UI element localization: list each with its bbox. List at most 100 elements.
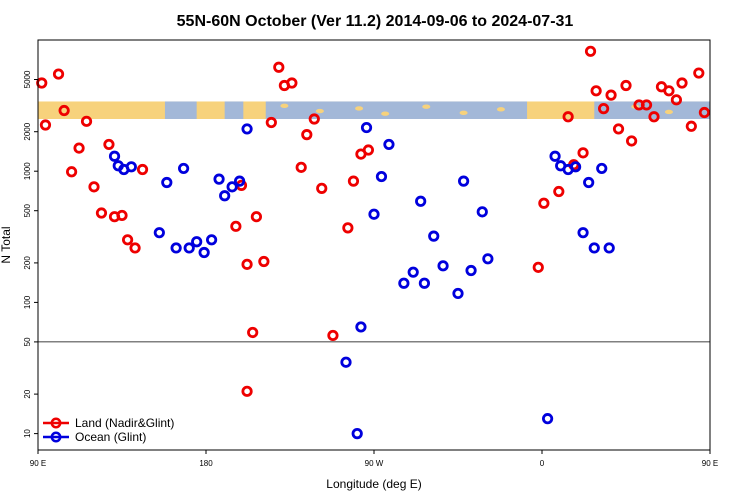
map-land-patch [37, 102, 46, 108]
land-point [590, 85, 602, 97]
map-land-patch [459, 110, 468, 116]
x-tick-label: 0 [540, 459, 545, 468]
ocean-point [198, 246, 210, 259]
land-point [698, 106, 711, 119]
land-point [562, 111, 574, 123]
ocean-point [183, 242, 195, 254]
ocean-point [583, 176, 595, 189]
world-map-strip [37, 101, 710, 119]
land-point [532, 261, 544, 273]
land-point [584, 45, 597, 57]
y-tick-label: 200 [23, 256, 32, 270]
ocean-point [577, 227, 589, 239]
data-points [36, 45, 711, 440]
chart-title: 55N-60N October (Ver 11.2) 2014-09-06 to… [177, 13, 574, 30]
y-tick-label: 2000 [23, 122, 32, 140]
ocean-point [407, 266, 419, 278]
legend-ocean-label: Ocean (Glint) [75, 430, 146, 444]
ocean-series [108, 121, 615, 440]
land-point [295, 161, 307, 173]
x-tick-label: 90 E [30, 459, 46, 468]
ocean-point [603, 242, 615, 254]
land-point [88, 181, 100, 193]
land-point [95, 207, 108, 219]
ocean-point [226, 181, 238, 193]
ocean-point [191, 236, 203, 248]
land-point [676, 77, 688, 89]
ocean-point [596, 162, 608, 175]
land-point [577, 147, 589, 159]
ocean-point [465, 264, 477, 277]
land-point [129, 242, 141, 254]
ocean-point [108, 150, 121, 162]
ocean-point [549, 150, 561, 162]
land-point [640, 99, 653, 111]
land-point [597, 103, 610, 115]
ocean-point [161, 176, 173, 189]
map-ocean-band [265, 101, 528, 119]
land-point [663, 85, 675, 97]
y-tick-label: 50 [23, 337, 32, 346]
land-point [301, 129, 313, 141]
land-point [685, 120, 697, 132]
legend: Land (Nadir&Glint) Ocean (Glint) [43, 416, 174, 444]
y-tick-label: 5000 [23, 70, 32, 88]
land-point [625, 135, 638, 147]
ocean-point [206, 234, 218, 246]
map-land-patch [381, 111, 390, 116]
ocean-point [569, 161, 582, 173]
y-axis-label: N Total [0, 226, 13, 263]
legend-land-marker [50, 417, 62, 429]
ocean-point [588, 242, 600, 254]
legend-land-label: Land (Nadir&Glint) [75, 416, 174, 430]
land-point [553, 185, 565, 198]
ocean-point [398, 277, 410, 289]
ocean-point [234, 175, 246, 187]
land-point [648, 111, 660, 123]
ocean-point [415, 195, 427, 207]
ocean-point [482, 253, 494, 265]
map-land-patch [355, 106, 364, 111]
ocean-point [178, 162, 190, 175]
axes: 90 E 180 90 W 0 90 E 10 20 50 100 200 500 1000 2000 5… [23, 70, 718, 468]
land-point [347, 175, 360, 187]
ocean-point [375, 170, 388, 183]
ocean-point [437, 260, 449, 272]
map-ocean-band [164, 101, 197, 119]
land-point [73, 142, 85, 154]
land-point [241, 258, 253, 270]
land-point [103, 138, 115, 151]
land-point [670, 94, 683, 106]
ocean-point [125, 161, 137, 173]
map-land-patch [315, 108, 324, 114]
ocean-point [476, 206, 488, 218]
land-point [122, 234, 134, 246]
land-point [58, 104, 70, 117]
land-point [136, 163, 149, 176]
land-point [258, 255, 270, 268]
ocean-point [219, 190, 231, 202]
land-point [327, 329, 339, 342]
land-point [362, 144, 374, 156]
ocean-point [340, 356, 352, 368]
map-land-patch [280, 103, 289, 109]
ocean-point [383, 138, 395, 151]
land-point [342, 222, 354, 234]
y-tick-label: 500 [23, 203, 32, 217]
ocean-point [351, 428, 363, 440]
plot-frame [37, 39, 711, 451]
ocean-point [360, 121, 373, 134]
land-point [612, 123, 625, 135]
y-tick-label: 100 [23, 295, 32, 309]
ocean-point [428, 230, 440, 242]
ocean-point [153, 227, 165, 239]
map-land-patch [146, 111, 154, 116]
ocean-point [452, 287, 464, 300]
x-axis-label: Longitude (deg E) [326, 477, 421, 491]
land-point [116, 209, 128, 222]
land-point [308, 113, 320, 125]
map-land-patch [496, 107, 505, 112]
y-tick-label: 20 [23, 389, 32, 398]
